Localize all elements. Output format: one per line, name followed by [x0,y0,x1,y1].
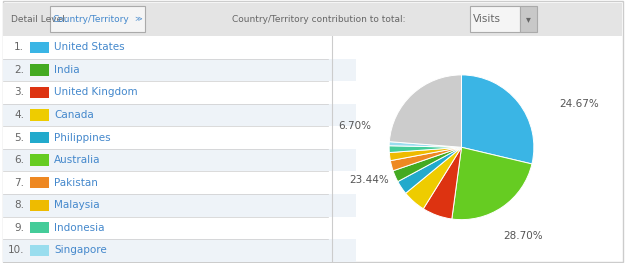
Text: 4.: 4. [14,110,24,120]
FancyBboxPatch shape [3,104,356,126]
Bar [29,132,49,143]
Text: 24.67%: 24.67% [559,99,599,109]
FancyBboxPatch shape [3,171,356,194]
Text: Detail Level:: Detail Level: [11,14,68,24]
Text: 28.70%: 28.70% [503,230,543,240]
Wedge shape [391,147,461,171]
FancyBboxPatch shape [3,81,356,104]
Wedge shape [423,147,461,219]
FancyBboxPatch shape [520,6,537,32]
Wedge shape [452,147,532,220]
Bar [29,200,49,211]
Wedge shape [406,147,461,209]
Bar [29,222,49,234]
Wedge shape [389,147,461,161]
Text: ≫: ≫ [132,16,142,22]
Text: Country/Territory contribution to total:: Country/Territory contribution to total: [232,14,406,24]
Text: Philippines: Philippines [54,133,111,143]
Bar [29,87,49,98]
FancyBboxPatch shape [3,36,356,59]
Text: 3.: 3. [14,87,24,98]
Wedge shape [389,146,461,153]
Text: 23.44%: 23.44% [349,175,389,185]
FancyBboxPatch shape [470,6,520,32]
Text: 9.: 9. [14,223,24,233]
Text: Australia: Australia [54,155,101,165]
Wedge shape [398,147,461,193]
Text: United States: United States [54,42,125,52]
Bar [29,109,49,121]
Text: ▾: ▾ [526,14,531,24]
Text: India: India [54,65,80,75]
Text: Canada: Canada [54,110,94,120]
FancyBboxPatch shape [3,216,356,239]
FancyBboxPatch shape [49,6,146,32]
Bar [29,64,49,75]
Bar [29,177,49,188]
Wedge shape [389,142,461,147]
Text: Singapore: Singapore [54,245,107,255]
Text: 2.: 2. [14,65,24,75]
Text: 1.: 1. [14,42,24,52]
FancyBboxPatch shape [3,239,356,262]
Text: Country/Territory: Country/Territory [52,14,129,24]
FancyBboxPatch shape [3,194,356,216]
Text: 6.: 6. [14,155,24,165]
Text: United Kingdom: United Kingdom [54,87,138,98]
FancyBboxPatch shape [3,3,622,36]
Bar [29,42,49,53]
Text: 10.: 10. [8,245,24,255]
FancyBboxPatch shape [3,126,356,149]
Bar [29,154,49,166]
Text: Malaysia: Malaysia [54,200,100,210]
Bar [29,245,49,256]
Text: Visits: Visits [473,14,501,24]
FancyBboxPatch shape [3,149,356,171]
Text: 8.: 8. [14,200,24,210]
Text: 7.: 7. [14,178,24,188]
Text: 6.70%: 6.70% [339,120,371,130]
Text: Pakistan: Pakistan [54,178,98,188]
Wedge shape [389,75,461,147]
Text: 5.: 5. [14,133,24,143]
Text: Indonesia: Indonesia [54,223,105,233]
Wedge shape [461,75,534,164]
Wedge shape [393,147,461,181]
FancyBboxPatch shape [3,59,356,81]
